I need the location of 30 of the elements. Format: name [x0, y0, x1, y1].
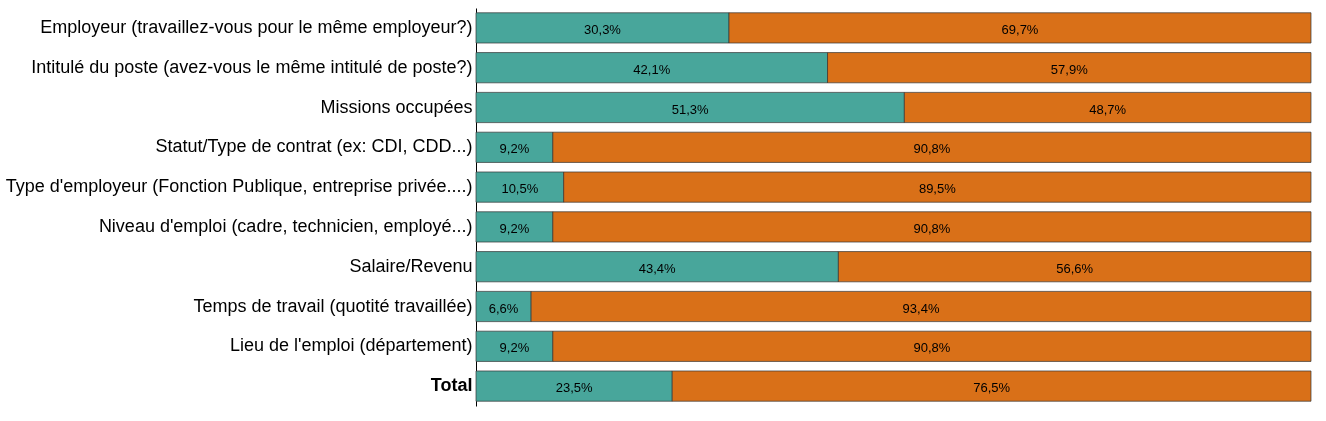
y-tick-label: Temps de travail (quotité travaillée) [193, 295, 473, 316]
y-tick-label: Missions occupées [320, 96, 473, 117]
y-tick-label: Total [430, 375, 473, 396]
data-label: 42,1% [633, 61, 671, 77]
data-label: 90,8% [913, 141, 951, 157]
data-label: 57,9% [1050, 61, 1089, 77]
data-label: 9,2% [499, 141, 530, 157]
y-tick-label: Type d'employeur (Fonction Publique, entreprise privée....) [5, 176, 473, 197]
y-tick-label: Lieu de l'emploi (département) [229, 335, 473, 356]
data-label: 48,7% [1089, 101, 1127, 117]
data-label: 43,4% [638, 260, 677, 276]
y-tick-label: Niveau d'emploi (cadre, technicien, employé...) [98, 215, 473, 236]
data-label: 89,5% [918, 181, 957, 197]
data-label: 9,2% [499, 220, 530, 236]
data-label: 90,8% [913, 340, 951, 356]
data-label: 93,4% [902, 300, 940, 316]
y-tick-label: Employeur (travaillez-vous pour le même employeur?) [40, 16, 473, 37]
data-label: 90,8% [913, 220, 951, 236]
y-tick-label: Statut/Type de contrat (ex: CDI, CDD...) [155, 136, 473, 157]
data-label: 30,3% [584, 21, 622, 37]
data-label: 10,5% [501, 181, 539, 197]
data-label: 9,2% [499, 340, 530, 356]
data-label: 6,6% [488, 300, 519, 316]
data-label: 23,5% [555, 380, 593, 396]
data-label: 69,7% [1001, 21, 1039, 37]
y-tick-label: Intitulé du poste (avez-vous le même intitulé de poste?) [31, 56, 473, 77]
y-tick-label: Salaire/Revenu [349, 255, 473, 276]
data-label: 51,3% [671, 101, 710, 117]
data-label: 76,5% [973, 380, 1011, 396]
data-label: 56,6% [1056, 260, 1094, 276]
